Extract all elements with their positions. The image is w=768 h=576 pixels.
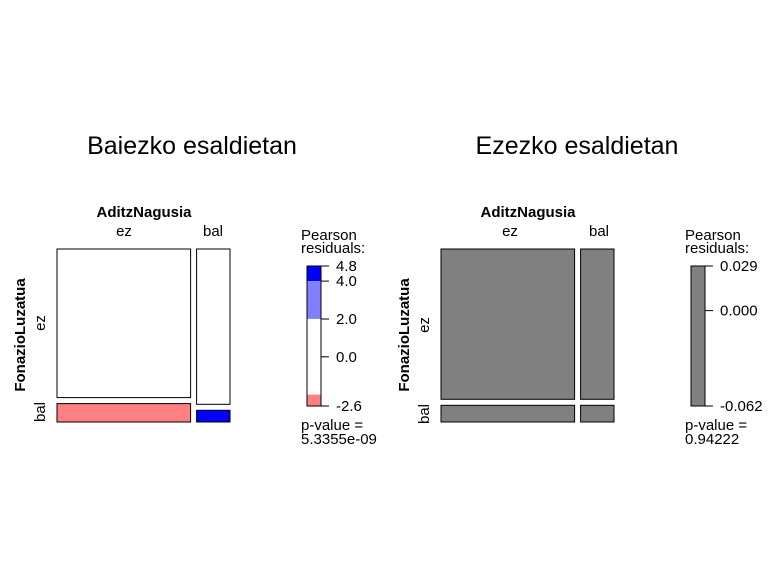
column-level-label: bal [589, 223, 609, 240]
mosaic-panel-ezezko: Ezezko esaldietan AditzNagusia ez bal Fo… [396, 132, 763, 448]
column-level-label: ez [502, 223, 518, 240]
legend-tick-label: 2.0 [336, 311, 357, 328]
chart-title: Baiezko esaldietan [87, 132, 297, 160]
legend-tick-label: 4.8 [336, 258, 357, 275]
mosaic-tiles [440, 248, 615, 423]
mosaic-tile [440, 248, 576, 400]
row-variable-label: FonazioLuzatua [396, 278, 413, 392]
mosaic-tile [56, 403, 192, 423]
column-level-label: ez [116, 223, 132, 240]
legend-band [307, 394, 321, 406]
mosaic-tile [440, 404, 576, 423]
legend-title: Pearson [301, 227, 357, 244]
residuals-legend: Pearson residuals: 4.84.0 2.0 0.0 -2.6 p-va… [301, 227, 377, 448]
row-level-label: ez [32, 315, 49, 331]
p-value-label: p-value = [301, 417, 363, 434]
legend-bar-outline [690, 265, 706, 407]
legend-ticks: 0.029 0.000 -0.062 [705, 258, 763, 415]
row-level-label: ez [416, 317, 433, 333]
column-level-label: bal [203, 223, 223, 240]
legend-title: residuals: [301, 240, 365, 257]
row-level-label: bal [416, 404, 433, 424]
mosaic-tiles [56, 248, 231, 423]
legend-tick-label: 0.000 [720, 303, 758, 320]
legend-color-bar [690, 265, 706, 407]
legend-tick-label: -0.062 [720, 398, 763, 415]
legend-tick-label: 0.029 [720, 258, 758, 275]
legend-band [307, 266, 321, 282]
legend-tick-label: -2.6 [336, 398, 362, 415]
row-variable-label: FonazioLuzatua [12, 278, 29, 392]
mosaic-tile [580, 404, 615, 423]
mosaic-tile [56, 248, 192, 399]
p-value-label: p-value = [685, 417, 747, 434]
mosaic-tile [196, 409, 231, 423]
mosaic-tile [580, 248, 615, 400]
legend-bar-outline [306, 265, 322, 407]
legend-tick-label: 4.0 [336, 273, 357, 290]
legend-title: residuals: [685, 240, 749, 257]
row-level-label: bal [32, 402, 49, 422]
mosaic-panel-baiezko: Baiezko esaldietan AditzNagusia ez bal F… [12, 132, 377, 448]
legend-band [307, 281, 321, 319]
legend-tick-label: 0.0 [336, 349, 357, 366]
legend-band [307, 319, 321, 395]
residuals-legend: Pearson residuals: 0.029 0.000 -0.062 p-va… [685, 227, 763, 448]
chart-title: Ezezko esaldietan [476, 132, 679, 160]
legend-band [691, 266, 705, 406]
legend-color-bar [306, 265, 322, 407]
p-value: 5.3355e-09 [301, 431, 377, 448]
column-variable-label: AditzNagusia [96, 204, 192, 221]
legend-ticks: 4.84.0 2.0 0.0 -2.6 [321, 258, 362, 415]
p-value: 0.94222 [685, 431, 739, 448]
mosaic-tile [196, 248, 231, 405]
column-variable-label: AditzNagusia [480, 204, 576, 221]
legend-title: Pearson [685, 227, 741, 244]
